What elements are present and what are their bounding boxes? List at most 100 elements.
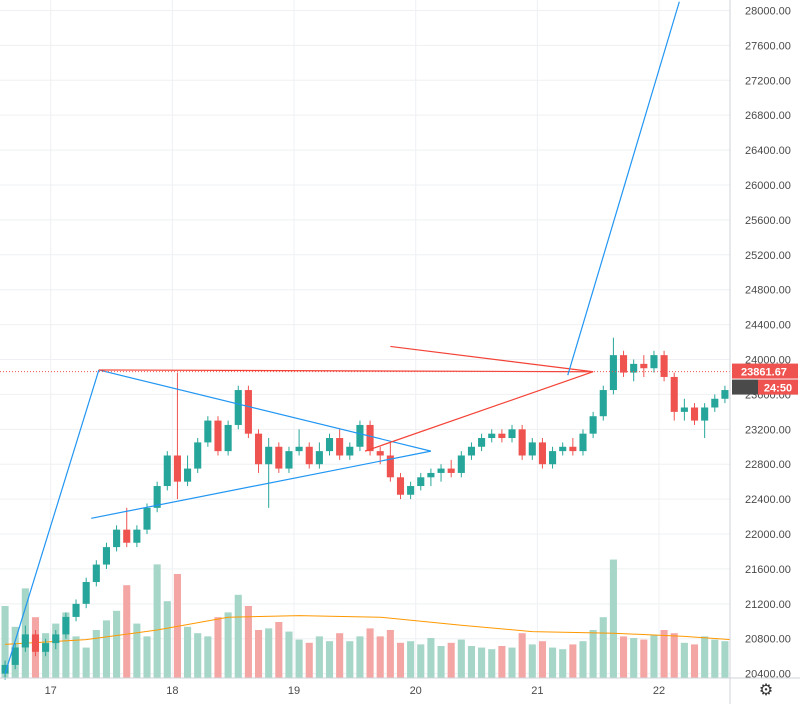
candle-body — [386, 455, 394, 478]
volume-bar — [214, 617, 222, 678]
x-tick-label: 21 — [531, 685, 543, 697]
candle-body — [133, 529, 141, 543]
candle-body — [366, 424, 374, 452]
candle-body — [630, 363, 638, 373]
candle-body — [143, 507, 151, 530]
volume-bar — [437, 646, 445, 678]
grid-lines — [0, 0, 730, 678]
trend-line — [4, 369, 100, 674]
candle-body — [224, 424, 232, 452]
y-tick-label: 22800.00 — [745, 459, 791, 471]
candle-body — [31, 634, 40, 652]
candle-body — [559, 446, 567, 452]
candle-body — [376, 451, 384, 456]
candle-body — [488, 433, 496, 439]
volume-bar — [72, 636, 80, 678]
candle-body — [285, 451, 293, 469]
volume-bar — [599, 617, 607, 678]
candle-body — [427, 472, 435, 478]
volume-bar — [295, 639, 303, 678]
volume-bar — [589, 630, 597, 678]
volume-bar — [579, 641, 587, 678]
candle-body — [437, 468, 445, 473]
candle-body — [609, 355, 617, 391]
volume-bar — [285, 631, 293, 678]
candle-body — [467, 446, 476, 456]
trend-line — [98, 369, 432, 452]
time-axis[interactable]: 17 18 19 20 21 22 — [0, 677, 800, 697]
volume-bar — [721, 641, 729, 678]
candle-body — [244, 390, 252, 434]
candle-body — [569, 446, 577, 452]
candle-body — [163, 455, 171, 487]
y-tick-label: 26400.00 — [745, 145, 791, 157]
candle-body — [295, 446, 303, 452]
y-tick-label: 20800.00 — [745, 634, 791, 646]
volume-bar — [690, 644, 699, 678]
candle-body — [356, 424, 364, 447]
candle-body — [721, 390, 729, 399]
price-axis[interactable]: 28000.00 27600.00 27200.00 26800.00 26400.00… — [729, 0, 800, 704]
countdown-highlight — [758, 379, 798, 395]
volume-bar — [336, 633, 344, 678]
gear-icon[interactable]: ⚙ — [758, 680, 774, 699]
volume-bar — [407, 641, 415, 678]
candle-body — [82, 582, 90, 604]
candles — [1, 337, 800, 680]
volume-bar — [356, 636, 364, 678]
volume-bar — [488, 649, 496, 678]
volume-bar — [113, 610, 121, 678]
candle-body — [518, 429, 526, 456]
volume-bar — [559, 649, 567, 678]
volume-ma-line — [5, 615, 800, 645]
y-tick-label: 27200.00 — [745, 75, 791, 87]
candle-body — [407, 486, 415, 495]
y-tick-label: 26800.00 — [745, 110, 791, 122]
y-tick-label: 26000.00 — [745, 180, 791, 192]
candle-body — [194, 442, 202, 469]
volume-bar — [315, 636, 323, 678]
volume-bar — [143, 636, 151, 678]
volume-bar — [538, 641, 546, 678]
candle-body — [417, 477, 425, 487]
volume-bar — [427, 638, 435, 678]
volume-bar — [346, 641, 354, 678]
candle-body — [254, 433, 263, 465]
candle-body — [184, 468, 192, 482]
volume-bar — [447, 642, 455, 678]
candle-body — [153, 486, 161, 508]
candle-body — [102, 547, 111, 565]
candle-body — [447, 468, 455, 473]
y-tick-label: 25200.00 — [745, 250, 791, 262]
candle-body — [62, 616, 70, 635]
y-tick-label: 23200.00 — [745, 424, 791, 436]
volume-bar — [163, 601, 171, 678]
volume-bar — [92, 630, 100, 678]
y-tick-label: 25600.00 — [745, 215, 791, 227]
price-axis-background — [730, 0, 800, 704]
candle-body — [701, 407, 709, 421]
volume-bar — [650, 634, 658, 678]
countdown-label: 24:50 — [764, 383, 792, 395]
candle-body — [275, 446, 283, 469]
y-tick-label: 28000.00 — [745, 5, 791, 17]
trend-drawings — [4, 1, 680, 674]
candle-body — [11, 647, 19, 665]
volume-bar — [569, 644, 577, 678]
trend-line — [91, 450, 432, 519]
candle-body — [650, 355, 658, 369]
candle-body — [396, 477, 405, 495]
candle-body — [204, 420, 212, 443]
candle-body — [579, 433, 587, 452]
volume-moving-average — [5, 615, 800, 645]
candle-body — [346, 446, 354, 456]
volume-bar — [630, 638, 638, 678]
volume-bar — [701, 636, 709, 678]
volume-bar — [1, 606, 9, 678]
volume-bar — [265, 628, 273, 678]
volume-bar — [366, 628, 374, 678]
candle-body — [92, 564, 100, 583]
candle-body — [52, 634, 60, 644]
candle-body — [549, 451, 557, 465]
